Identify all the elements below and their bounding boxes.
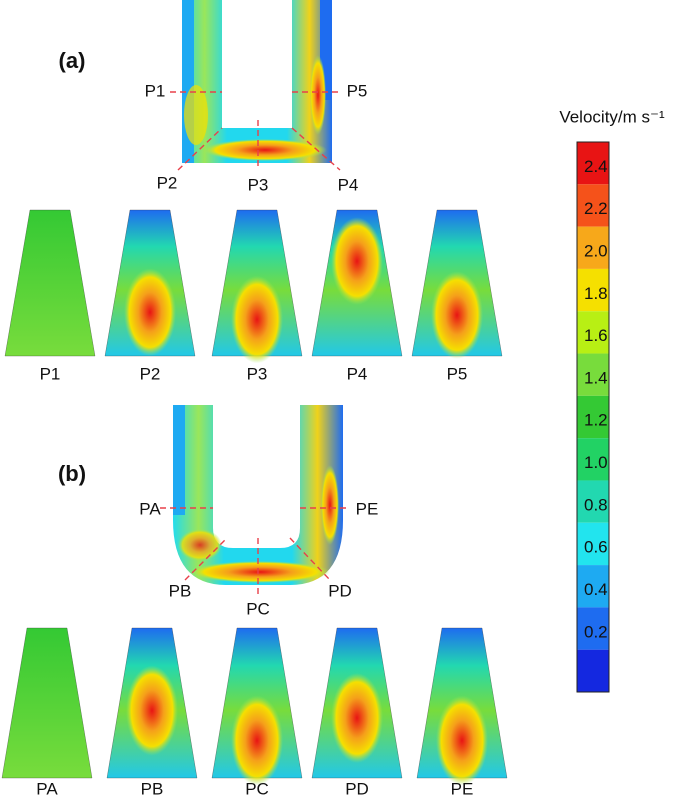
cross-section-label: P3 xyxy=(247,364,268,383)
cross-section-label: P2 xyxy=(140,364,161,383)
colorbar-title: Velocity/m s⁻¹ xyxy=(559,107,665,126)
colorbar-band xyxy=(577,184,609,227)
colorbar-tick-label: 0.6 xyxy=(584,538,608,557)
velocity-core xyxy=(436,695,488,786)
velocity-core xyxy=(231,275,283,364)
colorbar-band xyxy=(577,649,609,692)
cross-sections: P1 P2 P3 P4 P5 PA PB PC PD PE xyxy=(1,209,508,798)
colorbar-band xyxy=(577,480,609,523)
velocity-core xyxy=(231,695,283,786)
section-label: P4 xyxy=(338,175,359,194)
colorbar-tick-label: 2.4 xyxy=(584,157,608,176)
colorbar-band xyxy=(577,353,609,396)
cross-section xyxy=(1,627,93,779)
colorbar-band xyxy=(577,268,609,312)
colorbar-band xyxy=(577,438,609,481)
colorbar-tick-label: 2.0 xyxy=(584,241,608,260)
cross-section-label: PB xyxy=(141,779,164,798)
colorbar-band xyxy=(577,142,609,185)
colorbar-band xyxy=(577,565,609,608)
colorbar-tick-label: 1.4 xyxy=(584,368,608,387)
colorbar-frame xyxy=(576,141,610,693)
panel-label: (a) xyxy=(59,48,86,73)
section-label: PA xyxy=(139,499,161,518)
cross-section-label: PC xyxy=(245,779,269,798)
colorbar-tick-label: 0.8 xyxy=(584,495,608,514)
velocity-core xyxy=(431,271,483,359)
cross-section-label: P1 xyxy=(40,364,61,383)
cross-section-label: PA xyxy=(36,779,58,798)
colorbar-band xyxy=(577,226,609,269)
duct-a xyxy=(170,0,341,171)
section-label: P1 xyxy=(145,81,166,100)
colorbar-tick-label: 1.6 xyxy=(584,326,608,345)
section-label: P2 xyxy=(157,173,178,192)
velocity-core xyxy=(331,673,383,763)
colorbar-tick-label: 1.0 xyxy=(584,453,608,472)
velocity-core xyxy=(124,268,176,357)
panel-label: (b) xyxy=(58,461,86,486)
colorbar-band xyxy=(577,607,609,650)
labels: (a) (b) P1 P2 P3 P4 P5 PA PB PC PD PE xyxy=(58,48,378,619)
velocity-core xyxy=(331,217,383,305)
section-label: PC xyxy=(246,599,270,618)
colorbar-band xyxy=(577,395,609,439)
duct-b xyxy=(160,405,350,595)
colorbar-tick-label: 2.2 xyxy=(584,199,608,218)
colorbar-tick-label: 0.4 xyxy=(584,580,608,599)
section-label: PD xyxy=(328,581,352,600)
colorbar-band xyxy=(577,311,609,354)
colorbar: Velocity/m s⁻¹ 2.4 2.2 2.0 1.8 1.6 1.4 1.2 1.0 0.… xyxy=(559,107,665,693)
section-label: P3 xyxy=(248,175,269,194)
cross-section-label: PD xyxy=(345,779,369,798)
section-label: PE xyxy=(356,499,379,518)
cross-section-label: P5 xyxy=(447,364,468,383)
colorbar-tick-label: 0.2 xyxy=(584,622,608,641)
velocity-core xyxy=(126,665,178,756)
cross-section xyxy=(4,209,96,357)
colorbar-band xyxy=(577,522,609,566)
cross-section-label: PE xyxy=(451,779,474,798)
colorbar-tick-label: 1.2 xyxy=(584,411,608,430)
colorbar-tick-label: 1.8 xyxy=(584,284,608,303)
cross-section-label: P4 xyxy=(347,364,368,383)
section-label: PB xyxy=(169,581,192,600)
section-label: P5 xyxy=(347,81,368,100)
